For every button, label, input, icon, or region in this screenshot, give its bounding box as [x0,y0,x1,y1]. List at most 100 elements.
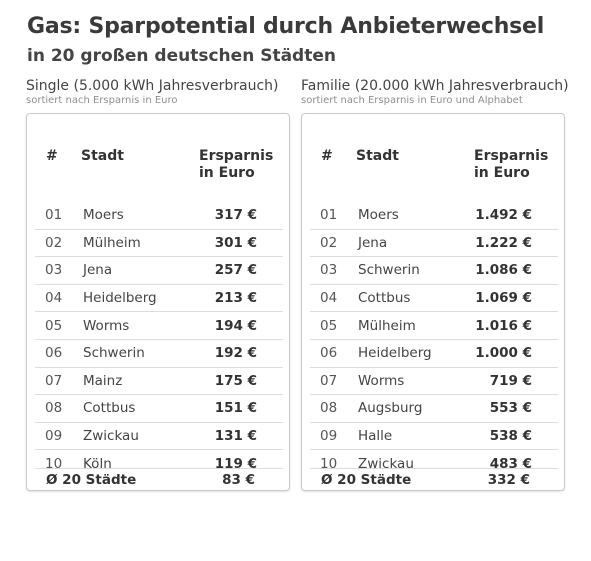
familie-panel-heading: Familie (20.000 kWh Jahresverbrauch) sort… [301,78,569,106]
row-savings: 1.000 € [475,345,532,362]
table-row: 04 Cottbus 1.069 € [310,285,558,313]
row-savings: 192 € [214,345,257,362]
row-rank: 04 [320,290,338,307]
row-city: Heidelberg [358,345,432,362]
table-row: 07 Mainz 175 € [35,368,283,396]
row-rank: 08 [45,400,63,417]
row-rank: 06 [45,345,63,362]
column-header-rank: # [46,148,58,164]
table-row: 09 Halle 538 € [310,423,558,451]
row-city: Moers [83,207,124,224]
row-savings: 1.069 € [475,290,532,307]
row-savings: 1.492 € [475,207,532,224]
single-panel-title: Single (5.000 kWh Jahresverbrauch) [26,78,279,94]
row-city: Cottbus [83,400,136,417]
familie-average-row: Ø 20 Städte 332 € [310,468,558,491]
row-rank: 03 [45,262,63,279]
table-row: 08 Augsburg 553 € [310,395,558,423]
single-average-row: Ø 20 Städte 83 € [35,468,283,491]
column-header-city: Stadt [356,148,399,164]
row-city: Mülheim [83,234,141,251]
column-header-savings: Ersparnis in Euro [199,148,283,182]
familie-rows: 01 Moers 1.492 € 02 Jena 1.222 € 03 Schwerin 1.0… [310,202,558,477]
single-table-card: # Stadt Ersparnis in Euro 01 Moers 317 € 02 Mülh… [26,113,290,491]
row-rank: 01 [320,207,338,224]
row-rank: 02 [45,234,63,251]
row-city: Moers [358,207,399,224]
table-row: 04 Heidelberg 213 € [35,285,283,313]
row-rank: 05 [320,317,338,334]
single-sort-note: sortiert nach Ersparnis in Euro [26,95,178,106]
table-row: 03 Jena 257 € [35,257,283,285]
row-savings: 719 € [489,372,532,389]
row-savings: 257 € [214,262,257,279]
average-value: 332 € [487,472,530,488]
row-savings: 1.222 € [475,234,532,251]
column-header-city: Stadt [81,148,124,164]
single-rows: 01 Moers 317 € 02 Mülheim 301 € 03 Jena 257 € 04 H… [35,202,283,477]
average-value: 83 € [222,472,255,488]
row-savings: 538 € [489,428,532,445]
row-rank: 10 [320,455,338,472]
row-savings: 301 € [214,234,257,251]
row-rank: 08 [320,400,338,417]
familie-sort-note: sortiert nach Ersparnis in Euro und Alph… [301,95,523,106]
column-header-savings-line2: in Euro [199,165,255,181]
row-savings: 1.086 € [475,262,532,279]
row-savings: 483 € [489,455,532,472]
column-header-savings: Ersparnis in Euro [474,148,558,182]
row-rank: 07 [320,372,338,389]
column-header-savings-line1: Ersparnis [474,148,549,164]
row-city: Jena [358,234,388,251]
table-row: 02 Mülheim 301 € [35,230,283,258]
table-row: 10 Köln 119 € [35,450,283,477]
table-row: 08 Cottbus 151 € [35,395,283,423]
average-label: Ø 20 Städte [46,472,137,488]
column-header-savings-line2: in Euro [474,165,530,181]
row-rank: 10 [45,455,63,472]
table-row: 02 Jena 1.222 € [310,230,558,258]
row-savings: 317 € [214,207,257,224]
column-header-rank: # [321,148,333,164]
chart-title: Gas: Sparpotential durch Anbieterwechsel [27,14,545,39]
row-city: Zwickau [358,455,414,472]
row-rank: 03 [320,262,338,279]
row-rank: 02 [320,234,338,251]
table-row: 06 Schwerin 192 € [35,340,283,368]
row-city: Heidelberg [83,290,157,307]
row-city: Schwerin [358,262,420,279]
row-savings: 131 € [214,428,257,445]
table-row: 01 Moers 1.492 € [310,202,558,230]
row-city: Halle [358,428,393,445]
row-city: Cottbus [358,290,411,307]
row-city: Köln [83,455,112,472]
familie-table-card: # Stadt Ersparnis in Euro 01 Moers 1.492 € 02 Je… [301,113,565,491]
row-savings: 151 € [214,400,257,417]
row-city: Jena [83,262,113,279]
row-rank: 09 [45,428,63,445]
table-row: 07 Worms 719 € [310,368,558,396]
row-rank: 04 [45,290,63,307]
row-savings: 119 € [214,455,257,472]
column-header-savings-line1: Ersparnis [199,148,274,164]
row-savings: 213 € [214,290,257,307]
row-city: Mülheim [358,317,416,334]
row-savings: 194 € [214,317,257,334]
table-row: 09 Zwickau 131 € [35,423,283,451]
row-rank: 01 [45,207,63,224]
table-row: 01 Moers 317 € [35,202,283,230]
table-row: 10 Zwickau 483 € [310,450,558,477]
row-city: Schwerin [83,345,145,362]
table-row: 05 Mülheim 1.016 € [310,312,558,340]
row-city: Worms [358,372,405,389]
single-panel-heading: Single (5.000 kWh Jahresverbrauch) sortie… [26,78,278,106]
row-savings: 1.016 € [475,317,532,334]
row-city: Zwickau [83,428,139,445]
familie-panel-title: Familie (20.000 kWh Jahresverbrauch) [301,78,569,94]
row-rank: 07 [45,372,63,389]
table-row: 06 Heidelberg 1.000 € [310,340,558,368]
average-label: Ø 20 Städte [321,472,412,488]
row-savings: 553 € [489,400,532,417]
table-row: 03 Schwerin 1.086 € [310,257,558,285]
row-rank: 09 [320,428,338,445]
